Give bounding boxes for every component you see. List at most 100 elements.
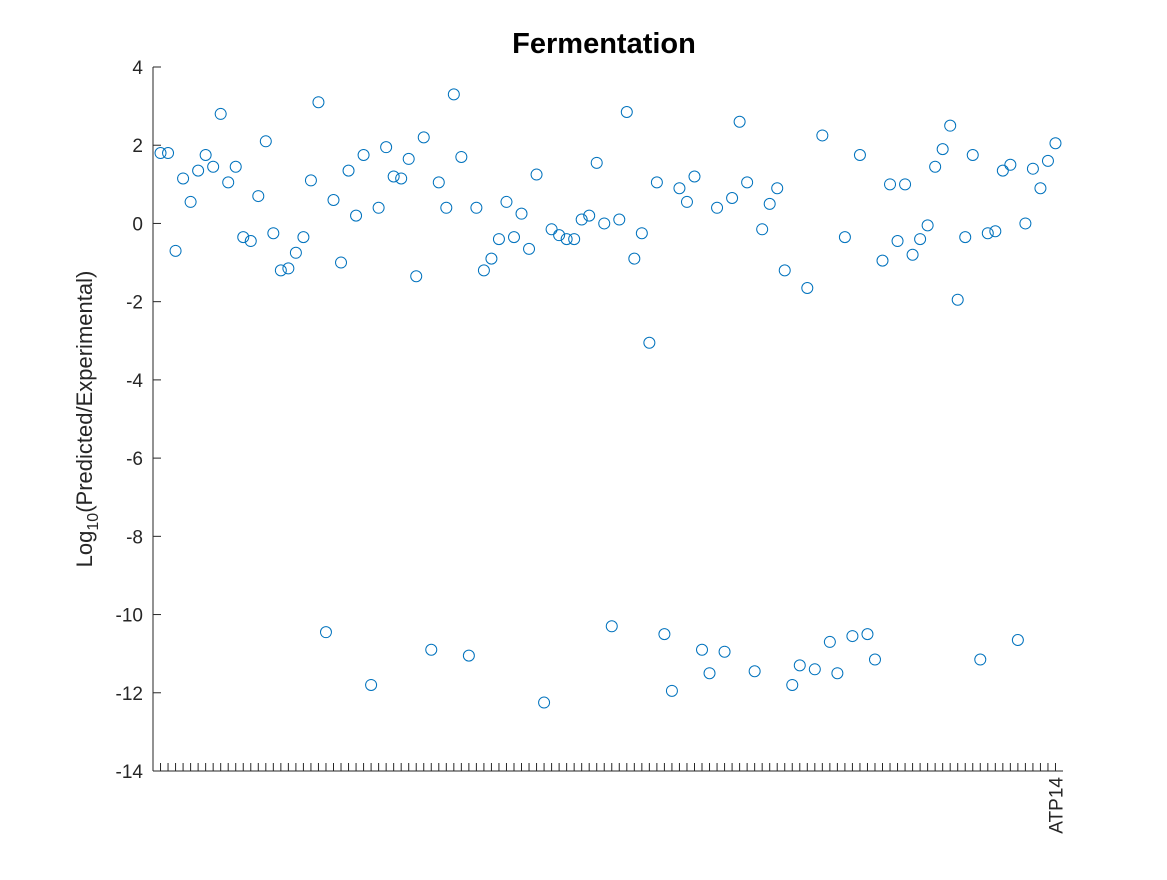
point (327, 193, 340, 206)
point (665, 684, 678, 697)
point (357, 149, 370, 161)
point (207, 160, 220, 173)
point (838, 231, 851, 244)
point (289, 246, 302, 259)
point (808, 663, 821, 676)
point (643, 336, 656, 349)
point (530, 168, 543, 181)
point (372, 201, 385, 214)
point (214, 107, 227, 120)
point (507, 231, 520, 244)
chart-title: Fermentation (512, 28, 696, 60)
point (620, 105, 633, 118)
point (981, 227, 994, 240)
point (718, 645, 731, 658)
point (575, 213, 588, 226)
y-tick-label: -6 (126, 449, 143, 470)
point (477, 264, 490, 277)
point (267, 227, 280, 240)
point (680, 195, 693, 208)
y-tick-label: -4 (126, 371, 143, 392)
point (929, 160, 942, 173)
point (944, 119, 957, 132)
point (1004, 158, 1017, 171)
y-axis-label: Log10(Predicted/Experimental) (72, 271, 102, 568)
point (229, 160, 242, 173)
point (500, 195, 513, 208)
y-tick-label: 2 (132, 136, 143, 157)
point (417, 131, 430, 144)
point (921, 219, 934, 232)
point (688, 170, 701, 183)
point (485, 252, 498, 265)
point (1049, 137, 1062, 150)
point (726, 192, 739, 205)
point (696, 643, 709, 656)
point (470, 201, 483, 214)
point (282, 262, 295, 275)
point (455, 150, 468, 163)
point (846, 630, 859, 643)
point (365, 678, 378, 691)
point (906, 248, 919, 261)
point (786, 678, 799, 691)
point (974, 653, 987, 666)
point (304, 174, 317, 187)
point (523, 242, 536, 255)
point (237, 231, 250, 244)
point (402, 152, 415, 165)
point (515, 207, 528, 220)
point (1019, 217, 1032, 230)
point (816, 129, 829, 142)
point (568, 233, 581, 246)
y-tick-label: 4 (132, 58, 143, 79)
point (590, 156, 603, 169)
point (936, 143, 949, 156)
point (868, 653, 881, 666)
point (538, 696, 551, 709)
y-label-sub: 10 (85, 513, 102, 531)
y-tick-label: -10 (116, 606, 143, 627)
point (613, 213, 626, 226)
point (884, 178, 897, 191)
point (192, 164, 205, 177)
point (741, 176, 754, 189)
point (342, 164, 355, 177)
point (831, 667, 844, 680)
point (891, 235, 904, 248)
point (628, 252, 641, 265)
point (492, 233, 505, 246)
point (658, 628, 671, 641)
point (312, 96, 325, 109)
y-tick-label: -12 (116, 684, 143, 705)
y-label-rest: (Predicted/Experimental) (72, 271, 97, 513)
point (861, 628, 874, 641)
point (199, 149, 212, 161)
point (756, 223, 769, 236)
point (1041, 154, 1054, 167)
point (996, 164, 1009, 177)
y-tick-label: -14 (116, 762, 144, 783)
point (853, 149, 866, 161)
point (1034, 182, 1047, 195)
x-tick-label: ATP14 (1046, 777, 1067, 834)
point (966, 149, 979, 161)
point (711, 201, 724, 214)
point (763, 197, 776, 210)
point (462, 649, 475, 662)
point (177, 172, 190, 185)
point (335, 256, 348, 269)
point (635, 227, 648, 240)
point (598, 217, 611, 230)
point (733, 115, 746, 128)
point (395, 172, 408, 185)
point (583, 209, 596, 222)
point (350, 209, 363, 222)
point (793, 659, 806, 672)
point (162, 147, 175, 160)
point (959, 231, 972, 244)
point (748, 665, 761, 678)
point (823, 635, 836, 648)
y-label-text: Log (72, 531, 97, 568)
